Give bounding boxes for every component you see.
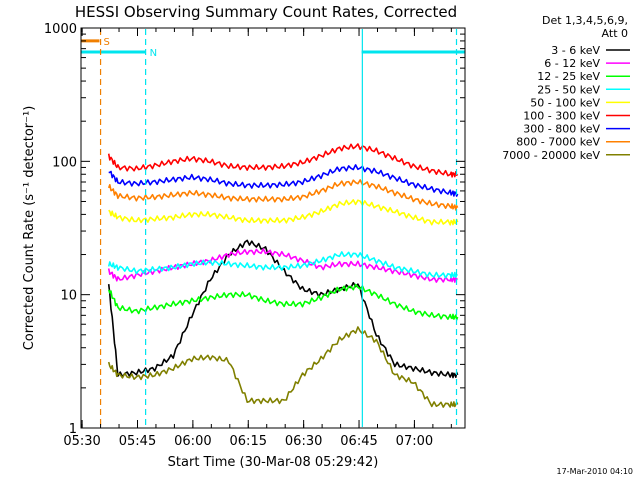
x-tick-label-5: 06:45 xyxy=(340,434,377,449)
legend-label-2: 12 - 25 keV xyxy=(537,70,600,83)
observing-flags: SN xyxy=(81,37,465,59)
x-tick-label-3: 06:15 xyxy=(230,434,267,449)
flag-label-1: N xyxy=(150,48,157,59)
y-tick-label-0: 1 xyxy=(69,422,77,437)
series-line-4 xyxy=(108,199,459,226)
series-line-6 xyxy=(108,164,459,197)
x-tick-label-4: 06:30 xyxy=(285,434,322,449)
y-tick-label-1: 10 xyxy=(60,289,77,304)
y-axis-label: Corrected Count Rate (s⁻¹ detector⁻¹) xyxy=(22,106,37,351)
legend-label-1: 6 - 12 keV xyxy=(544,57,600,70)
y-tick-label-3: 1000 xyxy=(44,22,77,37)
legend-label-4: 50 - 100 keV xyxy=(530,96,600,109)
legend-header-0: Det 1,3,4,5,6,9, xyxy=(542,14,628,27)
timestamp: 17-Mar-2010 04:10 xyxy=(557,467,634,476)
legend-label-5: 100 - 300 keV xyxy=(523,110,600,123)
time-markers xyxy=(99,29,458,427)
x-tick-label-2: 06:00 xyxy=(174,434,211,449)
legend-label-0: 3 - 6 keV xyxy=(551,44,600,57)
series-line-3 xyxy=(107,251,458,279)
legend-label-8: 7000 - 20000 keV xyxy=(502,149,600,162)
x-tick-label-1: 05:45 xyxy=(119,434,156,449)
series-line-0 xyxy=(107,239,459,379)
series-line-5 xyxy=(107,143,459,178)
series-line-8 xyxy=(107,326,459,408)
y-tick-label-2: 100 xyxy=(52,155,77,170)
legend-label-6: 300 - 800 keV xyxy=(523,123,600,136)
x-axis-label: Start Time (30-Mar-08 05:29:42) xyxy=(168,455,379,470)
legend-label-7: 800 - 7000 keV xyxy=(516,136,600,149)
series-line-1 xyxy=(107,248,458,283)
flag-label-0: S xyxy=(103,37,109,48)
series-line-2 xyxy=(107,283,459,321)
chart-title: HESSI Observing Summary Count Rates, Cor… xyxy=(75,3,457,21)
axes: 05:30 05:45 06:00 06:15 06:30 06:45 07:00 1 10 10… xyxy=(44,22,465,449)
plot-frame xyxy=(80,27,466,429)
legend-label-3: 25 - 50 keV xyxy=(537,83,600,96)
legend-header-1: Att 0 xyxy=(602,27,628,40)
x-tick-label-6: 07:00 xyxy=(396,434,433,449)
x-tick-label-0: 05:30 xyxy=(63,434,100,449)
series-layer xyxy=(107,143,459,408)
series-line-7 xyxy=(107,179,459,211)
